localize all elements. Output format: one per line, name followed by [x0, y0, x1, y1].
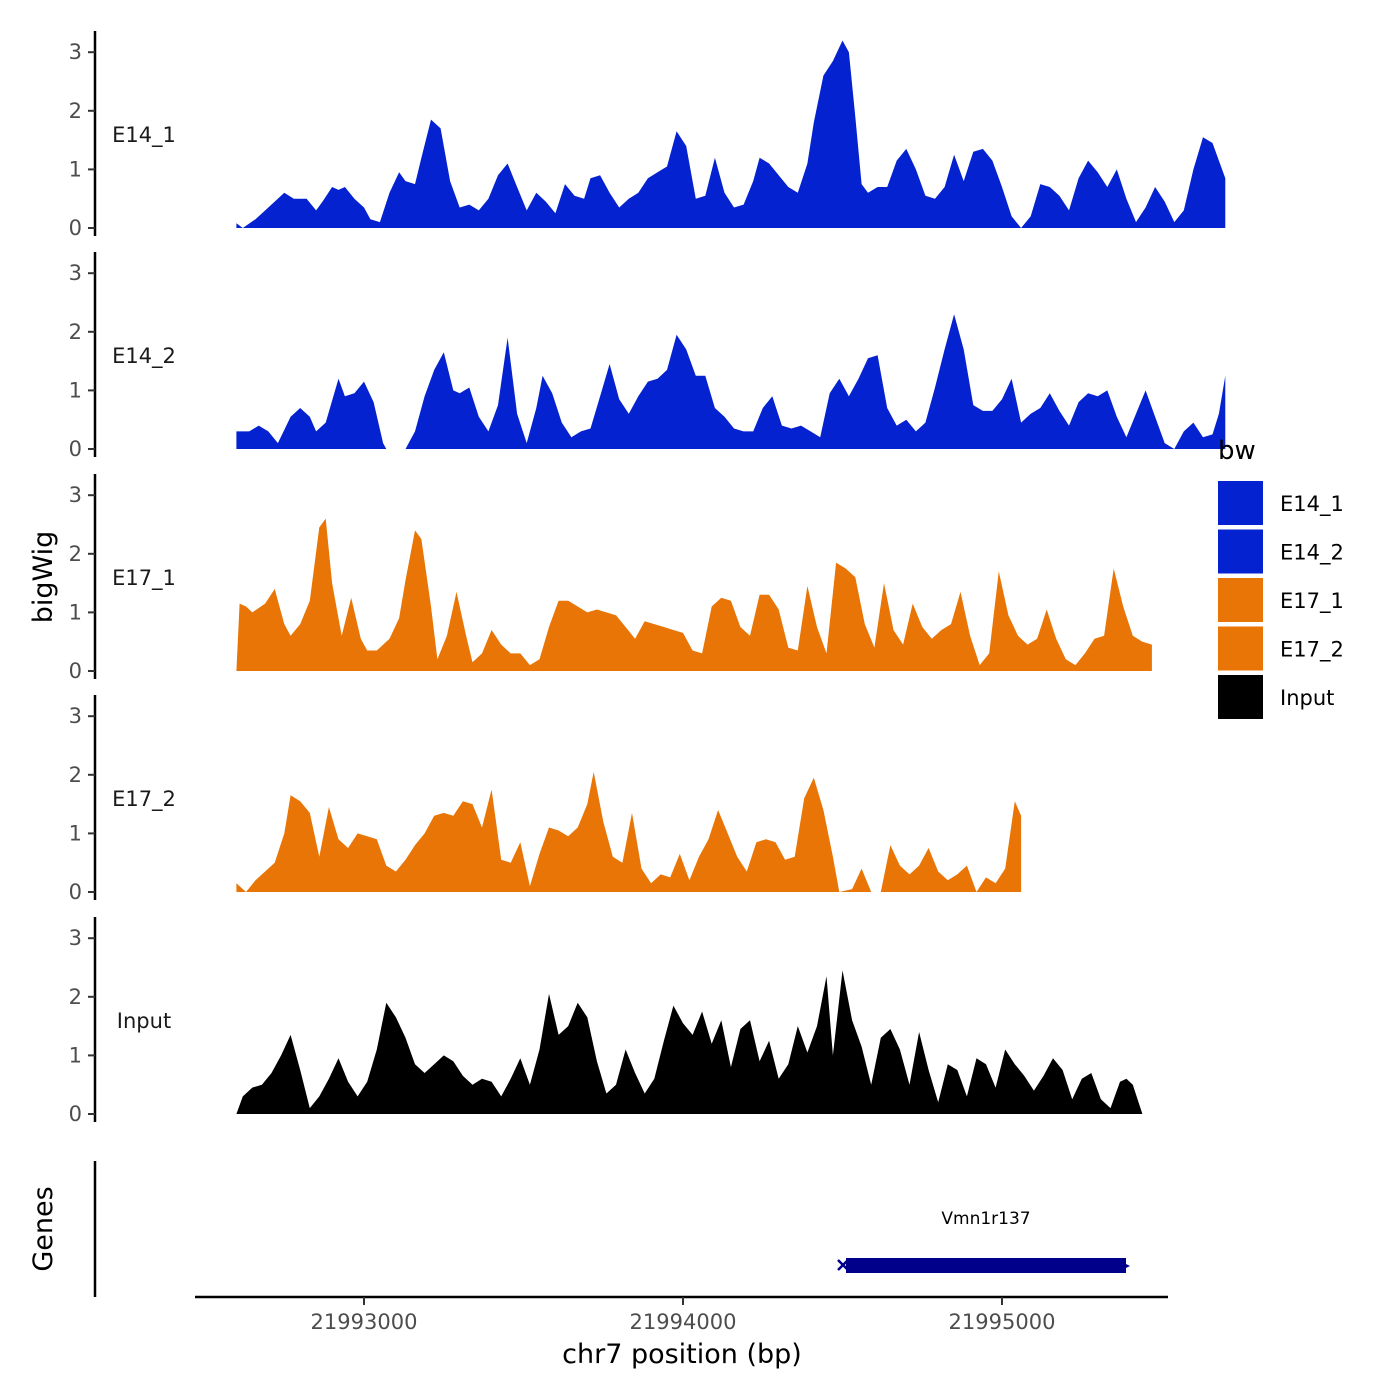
gene-bar-vmn1r137 [846, 1258, 1126, 1273]
x-axis-title: chr7 position (bp) [562, 1339, 802, 1370]
y-tick-label: 3 [69, 483, 82, 507]
track-label-e17-2: E17_2 [112, 787, 176, 812]
y-tick-label: 3 [69, 704, 82, 728]
legend-swatch-e14-2 [1218, 529, 1263, 574]
y-tick-label: 3 [69, 261, 82, 285]
y-tick-label: 0 [69, 1102, 82, 1126]
area-e17-2 [236, 771, 1022, 892]
area-e17-1 [236, 518, 1152, 671]
area-e14-2 [236, 314, 1226, 449]
legend-swatch-e17-1 [1218, 578, 1263, 622]
y-tick-label: 0 [69, 216, 82, 240]
y-tick-label: 3 [69, 926, 82, 950]
gene-end-arrow [1122, 1262, 1130, 1270]
y-tick-label: 2 [69, 99, 82, 123]
track-label-e14-1: E14_1 [112, 123, 176, 148]
y-tick-label: 0 [69, 437, 82, 461]
y-tick-label: 3 [69, 40, 82, 64]
gene-label-vmn1r137: Vmn1r137 [941, 1209, 1030, 1229]
x-tick-label: 21995000 [949, 1310, 1056, 1334]
track-label-e17-1: E17_1 [112, 566, 176, 591]
y-tick-label: 1 [69, 378, 82, 402]
area-input [236, 970, 1143, 1114]
legend-swatch-e17-2 [1218, 626, 1263, 671]
legend-label-input: Input [1280, 686, 1334, 710]
y-tick-label: 2 [69, 985, 82, 1009]
y-tick-label: 0 [69, 659, 82, 683]
y-tick-label: 1 [69, 1043, 82, 1067]
gene-strand-arrow [837, 1259, 849, 1271]
x-tick-label: 21994000 [630, 1310, 737, 1334]
y-tick-label: 2 [69, 542, 82, 566]
area-e14-1 [236, 40, 1226, 228]
y-axis-title: bigWig [28, 531, 59, 624]
y-tick-label: 1 [69, 600, 82, 624]
legend-swatch-input [1218, 675, 1263, 719]
legend-label-e17-1: E17_1 [1280, 589, 1344, 614]
y-tick-label: 2 [69, 763, 82, 787]
legend-label-e14-1: E14_1 [1280, 492, 1344, 517]
y-tick-label: 1 [69, 821, 82, 845]
legend-label-e14-2: E14_2 [1280, 541, 1344, 566]
legend-title: bw [1218, 436, 1256, 466]
genes-track-title: Genes [28, 1186, 59, 1271]
y-tick-label: 0 [69, 880, 82, 904]
track-label-e14-2: E14_2 [112, 344, 176, 369]
y-tick-label: 2 [69, 320, 82, 344]
x-tick-label: 21993000 [311, 1310, 418, 1334]
legend-swatch-e14-1 [1218, 481, 1263, 525]
track-label-input: Input [117, 1009, 171, 1033]
y-tick-label: 1 [69, 157, 82, 181]
legend-label-e17-2: E17_2 [1280, 638, 1344, 663]
